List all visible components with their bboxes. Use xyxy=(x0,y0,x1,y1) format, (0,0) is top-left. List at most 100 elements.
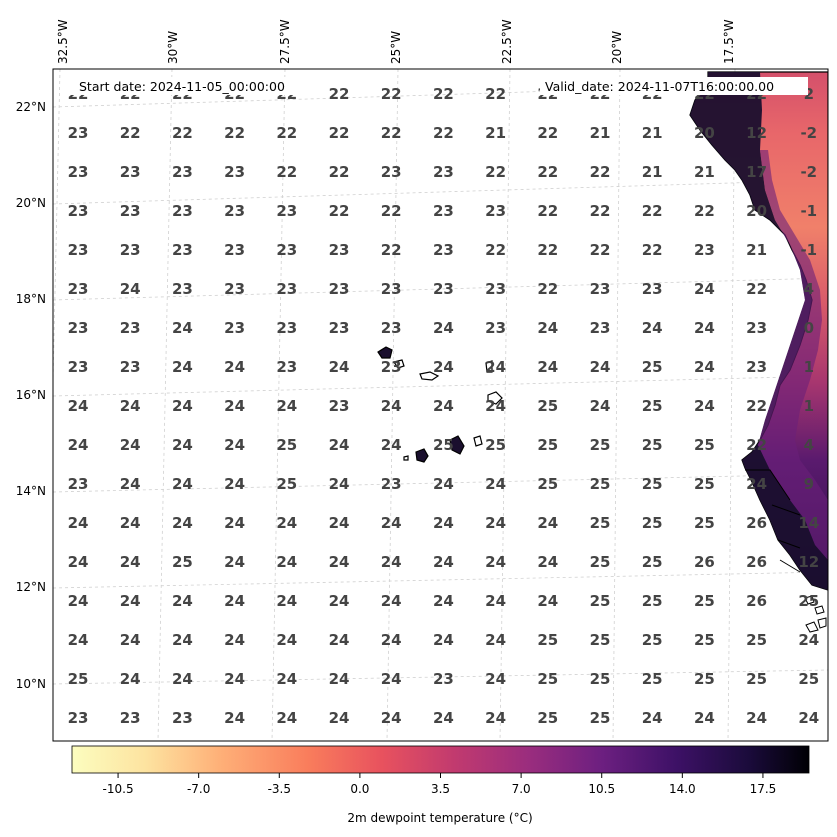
grid-value-label: 24 xyxy=(537,553,558,571)
grid-value-label: 24 xyxy=(381,631,402,649)
grid-value-label: 24 xyxy=(172,670,193,688)
grid-value-label: 24 xyxy=(537,514,558,532)
colorbar-tick-label: 17.5 xyxy=(750,782,777,796)
grid-value-label: 23 xyxy=(485,202,506,220)
grid-value-label: 25 xyxy=(537,670,558,688)
grid-value-label: 24 xyxy=(329,709,350,727)
lon-label: 17.5°W xyxy=(722,19,736,64)
grid-value-label: 22 xyxy=(485,163,506,181)
lat-label: 14°N xyxy=(16,484,46,498)
grid-value-label: 22 xyxy=(433,124,454,142)
grid-value-label: 23 xyxy=(68,358,89,376)
grid-value-label: 25 xyxy=(642,631,663,649)
grid-value-label: 25 xyxy=(172,553,193,571)
grid-value-label: 20 xyxy=(694,124,715,142)
grid-value-label: 23 xyxy=(276,202,297,220)
grid-value-label: 25 xyxy=(694,514,715,532)
grid-value-label: 25 xyxy=(642,553,663,571)
grid-value-label: 25 xyxy=(694,592,715,610)
grid-value-label: 24 xyxy=(433,397,454,415)
grid-value-label: 24 xyxy=(120,397,141,415)
lat-label: 18°N xyxy=(16,292,46,306)
grid-value-label: 1 xyxy=(804,397,814,415)
grid-value-label: 23 xyxy=(433,202,454,220)
grid-value-label: 22 xyxy=(537,163,558,181)
grid-value-label: 24 xyxy=(329,553,350,571)
grid-value-label: 26 xyxy=(694,553,715,571)
grid-value-label: 24 xyxy=(224,436,245,454)
grid-value-label: 25 xyxy=(590,709,611,727)
grid-value-label: 24 xyxy=(120,553,141,571)
grid-value-label: 25 xyxy=(642,436,663,454)
grid-value-label: 25 xyxy=(276,436,297,454)
grid-value-label: 25 xyxy=(642,397,663,415)
grid-value-label: 24 xyxy=(276,709,297,727)
grid-value-label: 23 xyxy=(172,163,193,181)
grid-value-label: 17 xyxy=(746,163,767,181)
start-date-box: Start date: 2024-11-05_00:00:00 xyxy=(63,77,311,95)
grid-value-label: 24 xyxy=(485,709,506,727)
grid-value-label: 24 xyxy=(381,436,402,454)
grid-value-label: 22 xyxy=(746,436,767,454)
grid-value-label: 25 xyxy=(798,592,819,610)
grid-value-label: 24 xyxy=(694,358,715,376)
grid-value-label: 23 xyxy=(68,280,89,298)
grid-value-label: 24 xyxy=(537,592,558,610)
grid-value-label: 24 xyxy=(68,592,89,610)
grid-value-label: 24 xyxy=(172,436,193,454)
colorbar-label: 2m dewpoint temperature (°C) xyxy=(347,811,532,825)
colorbar-tick-label: 10.5 xyxy=(588,782,615,796)
grid-value-label: 23 xyxy=(68,241,89,259)
grid-value-label: 22 xyxy=(694,202,715,220)
latitude-labels: 22°N 20°N 18°N 16°N 14°N 12°N 10°N xyxy=(16,100,46,691)
grid-value-label: 23 xyxy=(433,241,454,259)
colorbar-tick-label: -3.5 xyxy=(268,782,291,796)
lon-label: 30°W xyxy=(166,31,180,64)
grid-value-label: 24 xyxy=(433,631,454,649)
grid-value-label: 25 xyxy=(642,514,663,532)
grid-value-label: 24 xyxy=(433,553,454,571)
longitude-labels: 32.5°W 30°W 27.5°W 25°W 22.5°W 20°W 17.5… xyxy=(56,19,736,64)
grid-value-label: 25 xyxy=(590,670,611,688)
grid-value-label: 23 xyxy=(172,709,193,727)
grid-value-label: 22 xyxy=(485,85,506,103)
grid-value-label: 24 xyxy=(433,514,454,532)
grid-value-label: 12 xyxy=(798,553,819,571)
grid-value-label: 22 xyxy=(276,124,297,142)
grid-value-label: 24 xyxy=(224,592,245,610)
grid-value-label: 24 xyxy=(120,592,141,610)
grid-value-label: 23 xyxy=(381,475,402,493)
grid-value-label: 24 xyxy=(642,319,663,337)
grid-value-label: 25 xyxy=(590,631,611,649)
map-background xyxy=(53,69,828,741)
grid-value-label: 24 xyxy=(172,475,193,493)
grid-value-label: 24 xyxy=(68,631,89,649)
grid-value-label: 24 xyxy=(746,475,767,493)
grid-value-label: 25 xyxy=(537,631,558,649)
grid-value-label: 22 xyxy=(537,124,558,142)
grid-value-label: 23 xyxy=(120,163,141,181)
grid-value-label: 24 xyxy=(329,436,350,454)
grid-value-label: 23 xyxy=(433,670,454,688)
lon-label: 27.5°W xyxy=(278,19,292,64)
grid-value-label: 24 xyxy=(381,670,402,688)
grid-value-label: 1 xyxy=(804,358,814,376)
grid-value-label: 25 xyxy=(642,475,663,493)
lat-label: 16°N xyxy=(16,388,46,402)
grid-value-label: 23 xyxy=(642,280,663,298)
grid-value-label: 25 xyxy=(590,592,611,610)
grid-value-label: 22 xyxy=(433,85,454,103)
grid-value-label: 24 xyxy=(68,436,89,454)
grid-value-label: 24 xyxy=(433,319,454,337)
grid-value-label: -2 xyxy=(800,163,817,181)
grid-value-labels: 2222222222222222222222222222223222222222… xyxy=(68,85,820,727)
grid-value-label: 21 xyxy=(694,163,715,181)
grid-value-label: 24 xyxy=(590,397,611,415)
grid-value-label: 23 xyxy=(224,202,245,220)
grid-value-label: 23 xyxy=(172,280,193,298)
grid-value-label: 24 xyxy=(276,553,297,571)
graticule xyxy=(53,69,828,741)
grid-value-label: 24 xyxy=(120,514,141,532)
grid-value-label: 21 xyxy=(642,124,663,142)
grid-value-label: 23 xyxy=(485,280,506,298)
